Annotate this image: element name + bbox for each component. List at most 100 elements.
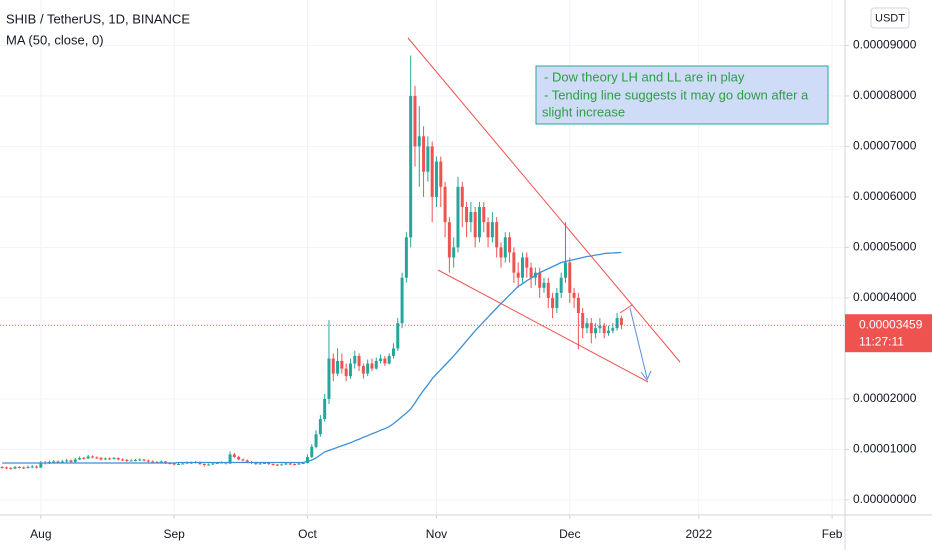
candle-body [611,328,615,331]
candle-body [22,467,26,469]
candle-body [112,457,116,459]
candle-body [404,237,408,278]
candle-body [594,328,598,334]
candle-body [258,463,262,465]
candle-body [460,186,464,208]
candle-body [60,461,64,463]
candle-body [361,366,365,374]
candle-body [13,467,17,469]
candle-body [538,272,542,288]
candle-body [495,222,499,248]
candle-body [344,368,348,377]
y-tick-label: 0.00007000 [853,139,917,153]
upper-trend-line [407,37,681,363]
candle-body [0,467,4,469]
candle-body [516,272,520,278]
annotation-box [535,65,829,125]
indicator-label: MA (50, close, 0) [6,32,104,47]
candle-body [379,358,383,362]
candle-body [151,461,155,463]
candle-body [473,212,477,238]
candle-body [301,462,305,464]
x-tick-label: Nov [426,527,447,541]
candle-body [452,247,456,258]
countdown-label: 11:27:11 [859,334,904,348]
candle-body [409,95,413,238]
candle-body [116,457,120,460]
annotation: - Dow theory LH and LL are in play - Ten… [535,65,829,125]
candle-body [181,463,185,465]
candle-body [525,257,529,268]
candle-body [146,460,150,462]
candle-body [529,267,533,278]
x-tick-label: Feb [822,527,843,541]
candle-body [576,297,580,314]
candle-body [546,282,550,298]
arrow-line [629,307,648,379]
candle-body [357,355,361,367]
candle-body [280,464,284,466]
candle-body [602,325,606,334]
candle-body [499,247,503,258]
currency-box[interactable] [870,7,910,29]
candle-body [615,318,619,329]
candle-body [434,161,438,197]
candle-body [520,257,524,278]
candle-body [108,458,112,460]
candle-body [508,237,512,253]
candle-body [121,459,125,461]
candle-body [443,186,447,223]
candle-body [254,462,258,465]
candle-body [422,136,426,172]
candle-body [314,434,318,447]
candle-body [125,459,129,461]
candle-body [56,461,60,463]
candle-body [271,464,275,466]
candle-body [503,237,507,258]
candle-body [103,458,107,460]
candle-body [211,463,215,465]
y-tick-label: 0.00004000 [853,290,917,304]
chart-title: SHIB / TetherUS, 1D, BINANCE [6,11,190,26]
candle-body [237,456,241,460]
y-tick-label: 0.00006000 [853,189,917,203]
projection-line [619,304,633,314]
candle-body [619,318,623,326]
price-tag: 0.00003459 11:27:11 [845,314,932,353]
candle-body [35,466,39,468]
candle-body [241,459,245,461]
candle-body [430,146,434,197]
x-tick-label: Sep [163,527,185,541]
annotation-line: - Tending line suggests it may go down a… [544,87,809,102]
candle-body [86,456,90,459]
candle-body [159,461,163,463]
candle-body [172,463,176,465]
candle-body [512,252,516,273]
candle-body [559,277,563,293]
candle-body [387,355,391,364]
candle-body [374,361,378,369]
candle-body [30,466,34,468]
candle-body [232,454,236,457]
candle-body [606,330,610,334]
candle-body [4,467,8,469]
candle-body [490,222,494,238]
candle-body [129,460,133,462]
candle-body [39,462,43,468]
candle-body [99,457,103,460]
grid [0,0,845,515]
y-tick-label: 0.00005000 [853,240,917,254]
candle-body [331,358,335,374]
candle-body [245,460,249,462]
candle-body [52,461,56,463]
candle-body [267,462,271,465]
candle-body [340,361,344,369]
candle-body [568,262,572,293]
candle-body [542,282,546,288]
y-tick-label: 0.00009000 [853,38,917,52]
currency-label[interactable]: USDT [875,12,905,24]
candle-body [262,462,266,464]
moving-average-line [2,251,622,464]
y-tick-label: 0.00000000 [853,492,917,506]
candle-body [482,207,486,223]
